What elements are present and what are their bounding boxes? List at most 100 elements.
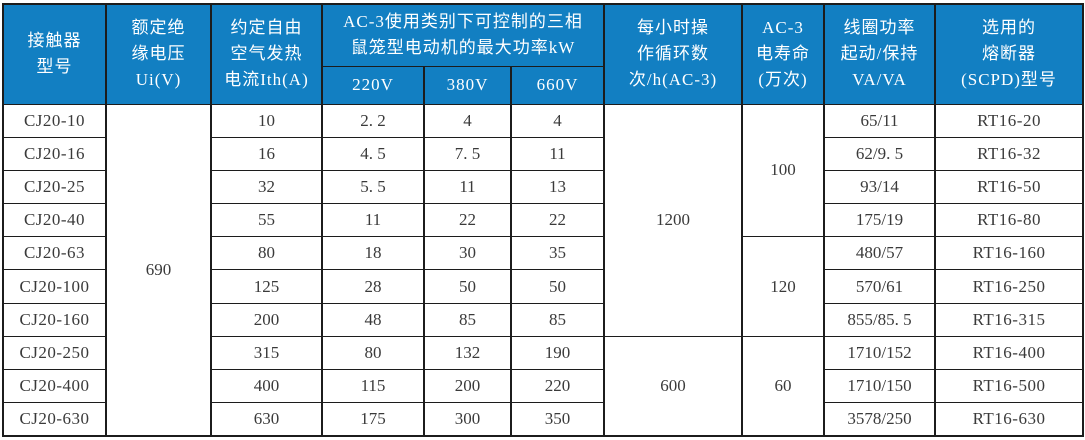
header-ui: 额定绝 缘电压 Ui(V) [105, 3, 212, 105]
cell-coil: 1710/150 [823, 368, 937, 404]
cell-ith: 80 [210, 236, 323, 271]
cell-fuse: RT16-630 [934, 402, 1085, 437]
cell-ith: 10 [210, 103, 323, 138]
cell-fuse: RT16-80 [934, 203, 1085, 238]
cell-fuse: RT16-500 [934, 368, 1085, 404]
cell-p660: 4 [509, 103, 606, 138]
cell-model: CJ20-40 [2, 203, 107, 238]
cell-p220: 48 [321, 302, 425, 337]
table-row: CJ20-100 125 28 50 50 570/61 RT16-250 [2, 269, 1085, 304]
cell-life-merged: 120 [741, 236, 826, 337]
cell-p220: 18 [321, 236, 425, 271]
cell-p220: 175 [321, 402, 425, 437]
cell-p220: 28 [321, 269, 425, 304]
cell-p220: 5. 5 [321, 169, 425, 205]
cell-fuse: RT16-50 [934, 169, 1085, 205]
cell-model: CJ20-630 [2, 402, 107, 437]
cell-fuse: RT16-20 [934, 103, 1085, 138]
cell-model: CJ20-100 [2, 269, 107, 304]
cell-model: CJ20-63 [2, 236, 107, 271]
cell-ith: 32 [210, 169, 323, 205]
cell-p380: 11 [423, 169, 512, 205]
cell-ith: 630 [210, 402, 323, 437]
cell-ui-merged: 690 [105, 103, 212, 437]
cell-p660: 35 [509, 236, 606, 271]
cell-coil: 93/14 [823, 169, 937, 205]
cell-model: CJ20-16 [2, 136, 107, 171]
cell-coil: 175/19 [823, 203, 937, 238]
cell-life-merged: 60 [741, 335, 826, 437]
cell-fuse: RT16-400 [934, 335, 1085, 371]
table-row: CJ20-16 16 4. 5 7. 5 11 62/9. 5 RT16-32 [2, 136, 1085, 171]
cell-p380: 30 [423, 236, 512, 271]
cell-p660: 350 [509, 402, 606, 437]
cell-p660: 13 [509, 169, 606, 205]
cell-fuse: RT16-32 [934, 136, 1085, 171]
cell-p380: 7. 5 [423, 136, 512, 171]
cell-p380: 4 [423, 103, 512, 138]
table-row: CJ20-10 690 10 2. 2 4 4 1200 100 65/11 R… [2, 103, 1085, 437]
header-model: 接触器 型号 [2, 3, 107, 105]
cell-coil: 3578/250 [823, 402, 937, 437]
header-coil: 线圈功率 起动/保持 VA/VA [823, 3, 937, 105]
cell-p380: 200 [423, 368, 512, 404]
cell-coil: 1710/152 [823, 335, 937, 371]
cell-p660: 50 [509, 269, 606, 304]
table-row: CJ20-250 315 80 132 190 600 60 1710/152 … [2, 335, 1085, 437]
cell-p660: 190 [509, 335, 606, 371]
cell-ith: 315 [210, 335, 323, 371]
header-power-group: AC-3使用类别下可控制的三相 鼠笼型电动机的最大功率kW [320, 3, 606, 67]
cell-p220: 2. 2 [321, 103, 425, 138]
cell-coil: 855/85. 5 [823, 302, 937, 337]
header-fuse: 选用的 熔断器 (SCPD)型号 [934, 3, 1085, 105]
cell-p220: 4. 5 [321, 136, 425, 171]
cell-coil: 62/9. 5 [823, 136, 937, 171]
table-row: CJ20-25 32 5. 5 11 13 93/14 RT16-50 [2, 169, 1085, 205]
cell-p380: 300 [423, 402, 512, 437]
cell-p380: 85 [423, 302, 512, 337]
table-row: CJ20-630 630 175 300 350 3578/250 RT16-6… [2, 402, 1085, 437]
cell-p660: 85 [509, 302, 606, 337]
cell-ith: 55 [210, 203, 323, 238]
table-header: 接触器 型号 额定绝 缘电压 Ui(V) 约定自由 空气发热 电流Ith(A) … [2, 3, 1085, 105]
spec-table: 接触器 型号 额定绝 缘电压 Ui(V) 约定自由 空气发热 电流Ith(A) … [2, 3, 1085, 437]
table-row: CJ20-63 80 18 30 35 120 480/57 RT16-160 [2, 236, 1085, 337]
table-body: CJ20-10 690 10 2. 2 4 4 1200 100 65/11 R… [2, 103, 1085, 437]
header-life: AC-3 电寿命 (万次) [741, 3, 826, 105]
cell-ith: 16 [210, 136, 323, 171]
cell-model: CJ20-400 [2, 368, 107, 404]
cell-cycles-merged: 600 [603, 335, 744, 437]
cell-coil: 570/61 [823, 269, 937, 304]
cell-fuse: RT16-315 [934, 302, 1085, 337]
cell-model: CJ20-10 [2, 103, 107, 138]
cell-fuse: RT16-250 [934, 269, 1085, 304]
cell-p660: 220 [509, 368, 606, 404]
cell-model: CJ20-160 [2, 302, 107, 337]
cell-p380: 22 [423, 203, 512, 238]
cell-p220: 11 [321, 203, 425, 238]
header-row-top: 接触器 型号 额定绝 缘电压 Ui(V) 约定自由 空气发热 电流Ith(A) … [2, 3, 1085, 105]
cell-model: CJ20-25 [2, 169, 107, 205]
cell-cycles-merged: 1200 [603, 103, 744, 337]
header-660v: 660V [509, 65, 606, 105]
cell-coil: 65/11 [823, 103, 937, 138]
cell-p380: 132 [423, 335, 512, 371]
cell-p380: 50 [423, 269, 512, 304]
cell-fuse: RT16-160 [934, 236, 1085, 271]
cell-life-merged: 100 [741, 103, 826, 238]
header-380v: 380V [423, 65, 512, 105]
header-220v: 220V [321, 65, 425, 105]
cell-p220: 115 [321, 368, 425, 404]
cell-ith: 400 [210, 368, 323, 404]
cell-ith: 125 [210, 269, 323, 304]
cell-ith: 200 [210, 302, 323, 337]
cell-model: CJ20-250 [2, 335, 107, 371]
cell-coil: 480/57 [823, 236, 937, 271]
header-cycles: 每小时操 作循环数 次/h(AC-3) [603, 3, 744, 105]
header-row-sub: 220V 380V 660V [3, 65, 1083, 105]
header-ith: 约定自由 空气发热 电流Ith(A) [210, 3, 323, 105]
cell-p660: 22 [509, 203, 606, 238]
cell-p220: 80 [321, 335, 425, 371]
cell-p660: 11 [509, 136, 606, 171]
